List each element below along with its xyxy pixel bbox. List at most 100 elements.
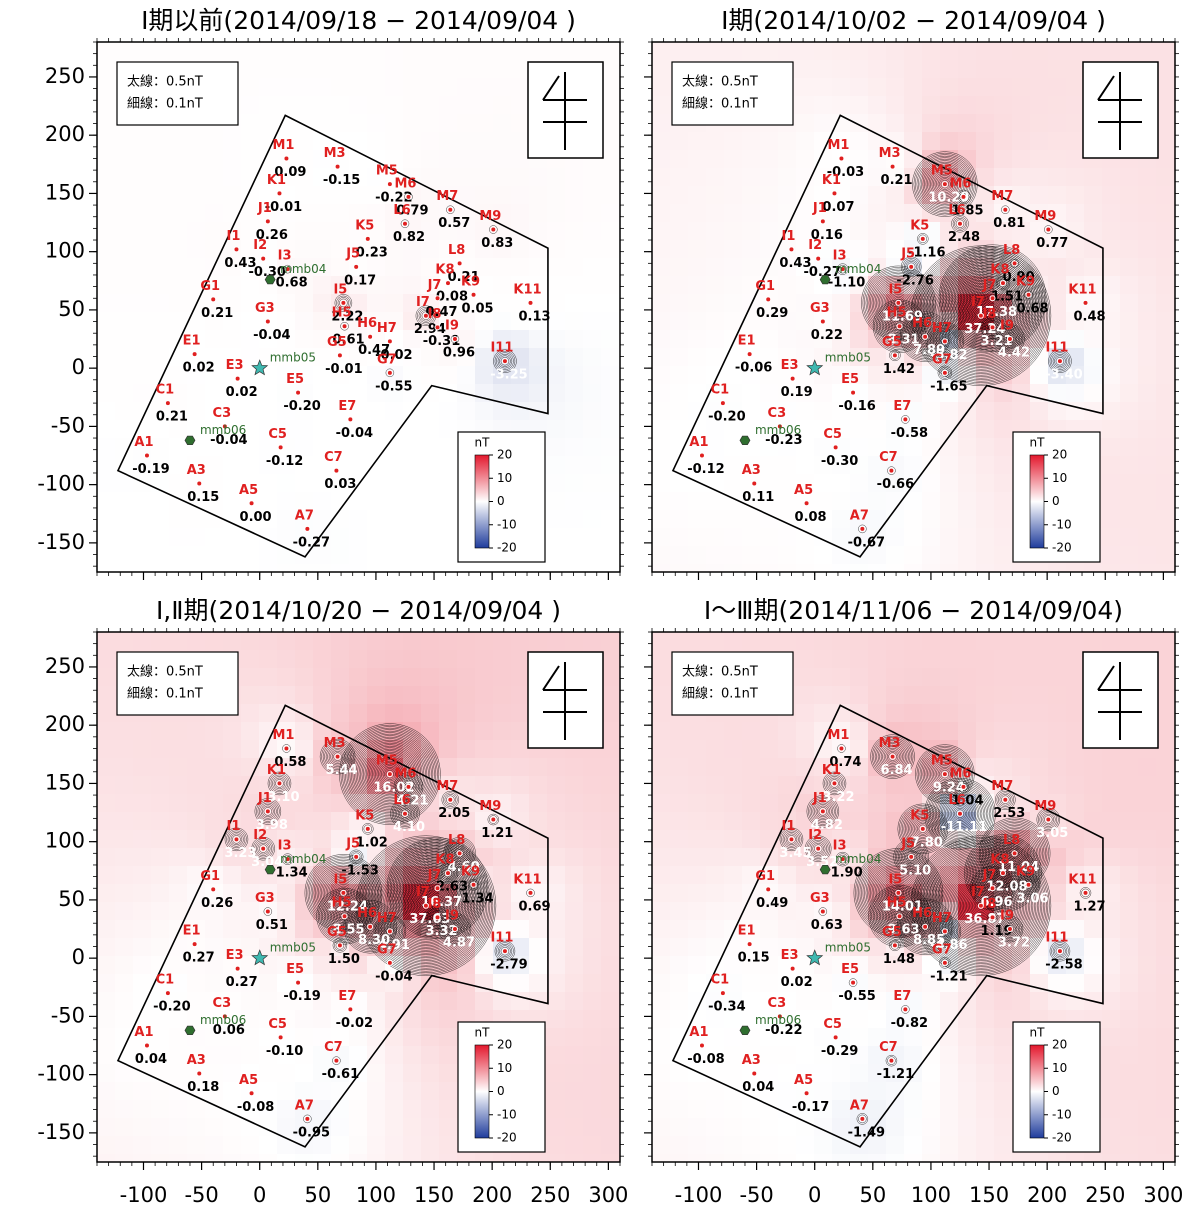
field-cell — [547, 1118, 566, 1137]
field-cell — [547, 42, 566, 61]
station — [342, 914, 347, 919]
field-cell — [940, 686, 959, 705]
field-cell — [583, 848, 602, 867]
field-cell — [619, 1136, 638, 1155]
field-cell — [439, 956, 458, 975]
field-cell — [115, 510, 134, 529]
field-cell — [421, 564, 440, 583]
field-cell — [115, 974, 134, 993]
field-cell — [259, 402, 278, 421]
station — [435, 886, 440, 891]
field-cell — [922, 546, 941, 565]
field-cell — [1174, 240, 1188, 259]
field-cell — [652, 456, 671, 475]
field-cell — [151, 546, 170, 565]
field-cell — [652, 1154, 671, 1173]
field-cell — [670, 438, 689, 457]
field-cell — [313, 186, 332, 205]
field-cell — [475, 402, 494, 421]
field-cell — [994, 474, 1013, 493]
field-cell — [670, 42, 689, 61]
field-cell — [205, 1136, 224, 1155]
station-value: -0.19 — [283, 989, 320, 1004]
field-cell — [403, 722, 422, 741]
field-cell — [670, 776, 689, 795]
field-cell — [688, 366, 707, 385]
field-cell — [331, 704, 350, 723]
field-cell — [385, 294, 404, 313]
field-cell — [670, 546, 689, 565]
field-cell — [169, 546, 188, 565]
station-name: I9 — [1000, 319, 1014, 334]
field-cell — [295, 42, 314, 61]
field-cell — [385, 1136, 404, 1155]
field-cell — [601, 384, 620, 403]
field-cell — [385, 438, 404, 457]
field-cell — [778, 920, 797, 939]
field-cell — [670, 222, 689, 241]
station — [789, 247, 794, 252]
field-cell — [295, 812, 314, 831]
field-cell — [1084, 204, 1103, 223]
field-cell — [511, 150, 530, 169]
field-cell — [115, 402, 134, 421]
station-name: K9 — [461, 864, 480, 879]
field-cell — [976, 758, 995, 777]
field-cell — [187, 794, 206, 813]
note-box — [117, 62, 238, 125]
field-cell — [850, 60, 869, 79]
field-cell — [850, 830, 869, 849]
field-cell — [619, 866, 638, 885]
field-cell — [403, 96, 422, 115]
field-cell — [976, 420, 995, 439]
colorbar-tick-label: -20 — [1052, 541, 1072, 555]
field-cell — [814, 1136, 833, 1155]
field-cell — [457, 740, 476, 759]
field-cell — [97, 974, 116, 993]
field-cell — [97, 528, 116, 547]
field-cell — [868, 1154, 887, 1173]
field-cell — [796, 546, 815, 565]
field-cell — [652, 222, 671, 241]
field-cell — [277, 510, 296, 529]
field-cell — [97, 402, 116, 421]
field-cell — [439, 668, 458, 687]
field-cell — [133, 1154, 152, 1173]
field-cell — [493, 168, 512, 187]
field-cell — [601, 722, 620, 741]
field-cell — [1156, 366, 1175, 385]
field-cell — [97, 96, 116, 115]
station-name: M9 — [1034, 209, 1056, 224]
field-cell — [511, 794, 530, 813]
field-cell — [385, 96, 404, 115]
field-cell — [97, 794, 116, 813]
field-cell — [295, 240, 314, 259]
field-cell — [601, 812, 620, 831]
field-cell — [922, 456, 941, 475]
station — [249, 1091, 254, 1096]
field-cell — [457, 168, 476, 187]
station-name: K11 — [513, 282, 541, 297]
field-cell — [349, 722, 368, 741]
field-cell — [187, 1100, 206, 1119]
field-cell — [760, 722, 779, 741]
field-cell — [295, 294, 314, 313]
field-cell — [688, 186, 707, 205]
field-cell — [706, 632, 725, 651]
field-cell — [652, 420, 671, 439]
field-cell — [994, 1082, 1013, 1101]
field-cell — [115, 956, 134, 975]
field-cell — [97, 456, 116, 475]
field-cell — [205, 794, 224, 813]
field-cell — [832, 650, 851, 669]
station-name: G3 — [810, 301, 830, 316]
field-cell — [958, 1064, 977, 1083]
station — [265, 809, 270, 814]
field-cell — [1156, 384, 1175, 403]
field-cell — [742, 632, 761, 651]
field-cell — [97, 312, 116, 331]
field-cell — [385, 78, 404, 97]
field-cell — [187, 42, 206, 61]
field-cell — [511, 938, 530, 957]
field-cell — [331, 686, 350, 705]
